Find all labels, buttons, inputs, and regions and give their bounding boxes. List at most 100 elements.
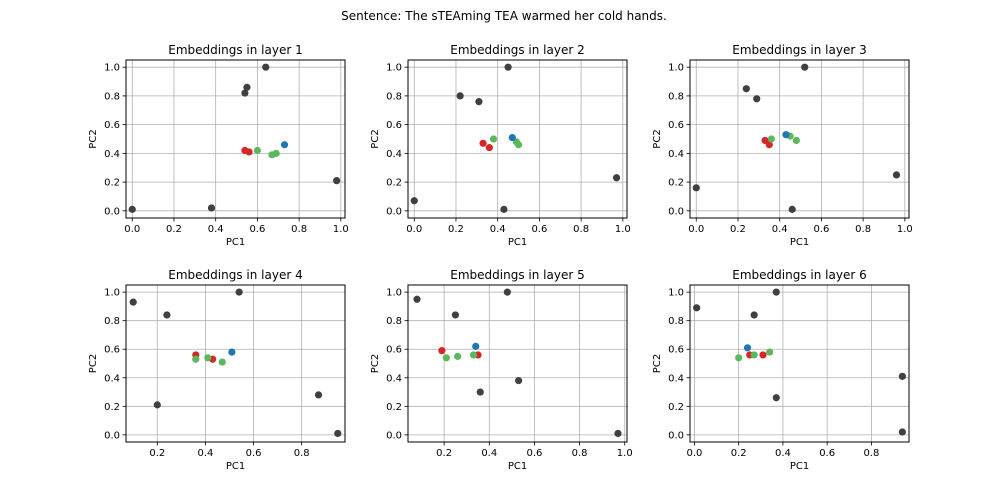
y-tick-label: 0.2 (386, 178, 402, 189)
x-tick-label: 0.6 (526, 448, 542, 459)
data-point-blue (280, 141, 289, 149)
data-point-gray (456, 92, 464, 100)
y-tick-label: 0.6 (104, 120, 120, 131)
y-tick-label: 0.6 (668, 120, 684, 131)
y-tick-label: 0.2 (386, 402, 402, 413)
x-tick-label: 0.2 (436, 448, 452, 459)
data-point-red (438, 347, 446, 355)
y-tick-label: 0.4 (104, 373, 120, 384)
y-tick-label: 0.4 (668, 149, 684, 160)
data-point-green (766, 348, 774, 356)
data-point-blue (782, 131, 790, 139)
y-tick-label: 0.0 (104, 430, 120, 441)
x-tick-label: 0.6 (249, 224, 265, 235)
x-tick-label: 0.2 (731, 448, 747, 459)
data-point-gray (451, 311, 460, 319)
data-point-red (479, 139, 487, 147)
data-point-gray (410, 197, 418, 205)
y-axis-label: PC2 (370, 354, 381, 373)
y-tick-label: 0.0 (386, 206, 402, 217)
data-point-green (218, 358, 226, 366)
subplot-grid: 0.0 0.2 0.4 0.6 0.8 1.0 0.0 0.2 0.4 0.6 0.8 1.0 Embe… (88, 43, 913, 472)
subplot-title: Embeddings in layer 2 (450, 43, 584, 57)
y-tick-label: 1.0 (386, 63, 402, 74)
data-point-gray (750, 311, 758, 319)
data-point-gray (892, 171, 901, 179)
y-tick-label: 0.2 (668, 402, 684, 413)
data-point-red (765, 141, 773, 149)
y-axis-label: PC2 (652, 129, 663, 148)
y-tick-label: 0.0 (104, 206, 120, 217)
subplot-layer-2: 0.0 0.2 0.4 0.6 0.8 1.0 0.0 0.2 0.4 0.6 0.8 1.0 Embe… (370, 43, 631, 248)
x-tick-label: 1.0 (897, 224, 913, 235)
x-tick-label: 1.0 (615, 224, 631, 235)
data-point-blue (743, 344, 752, 352)
x-tick-label: 0.2 (448, 224, 464, 235)
y-tick-label: 1.0 (668, 63, 684, 74)
x-tick-label: 0.8 (573, 224, 589, 235)
data-point-gray (788, 205, 796, 213)
subplot-title: Embeddings in layer 1 (168, 43, 302, 57)
data-point-gray (207, 204, 216, 212)
y-tick-label: 0.8 (668, 316, 684, 327)
y-tick-label: 0.6 (386, 345, 402, 356)
x-tick-label: 0.8 (855, 224, 871, 235)
y-axis-label: PC2 (370, 129, 381, 148)
data-point-gray (163, 311, 171, 319)
y-tick-label: 0.4 (668, 373, 684, 384)
data-point-blue (508, 133, 516, 142)
y-tick-label: 0.2 (104, 402, 120, 413)
x-axis-label: PC1 (790, 461, 809, 472)
x-axis-label: PC1 (790, 237, 809, 248)
data-point-green (735, 354, 743, 362)
y-tick-label: 0.6 (386, 120, 402, 131)
data-point-gray (504, 63, 512, 71)
x-tick-label: 0.2 (166, 224, 182, 235)
data-point-green (489, 135, 498, 143)
data-point-green (442, 354, 450, 362)
data-point-green (469, 351, 478, 359)
data-point-green (454, 352, 462, 360)
x-axis-label: PC1 (508, 237, 527, 248)
x-tick-label: 0.6 (531, 224, 547, 235)
subplot-title: Embeddings in layer 5 (450, 268, 584, 282)
x-tick-label: 1.0 (333, 224, 349, 235)
y-tick-label: 0.8 (386, 91, 402, 102)
y-tick-label: 0.6 (668, 345, 684, 356)
data-point-gray (314, 391, 323, 399)
x-axis-label: PC1 (226, 461, 245, 472)
axes-frame (689, 284, 910, 443)
data-point-green (750, 351, 758, 359)
x-tick-label: 1.0 (617, 448, 633, 459)
data-point-red (245, 148, 253, 156)
x-tick-label: 0.0 (686, 448, 702, 459)
y-axis-label: PC2 (652, 354, 663, 373)
x-tick-label: 0.0 (406, 224, 422, 235)
x-tick-label: 0.4 (208, 224, 224, 235)
subplot-layer-1: 0.0 0.2 0.4 0.6 0.8 1.0 0.0 0.2 0.4 0.6 0.8 1.0 Embe… (88, 43, 349, 248)
subplot-layer-4: 0.2 0.4 0.6 0.8 0.0 0.2 0.4 0.6 0.8 1.0 Embeddings… (88, 268, 346, 472)
data-point-green (272, 149, 280, 157)
x-tick-label: 0.8 (294, 448, 310, 459)
subplot-layer-3: 0.0 0.2 0.4 0.6 0.8 1.0 0.0 0.2 0.4 0.6 0.8 1.0 Embe… (652, 43, 913, 248)
x-tick-label: 0.6 (246, 448, 262, 459)
data-point-blue (472, 342, 480, 350)
data-point-gray (898, 428, 906, 436)
y-tick-label: 0.2 (104, 178, 120, 189)
data-point-gray (692, 184, 700, 192)
x-tick-label: 0.6 (819, 448, 835, 459)
data-point-gray (898, 372, 906, 380)
x-tick-label: 0.4 (490, 224, 506, 235)
y-tick-label: 0.2 (668, 178, 684, 189)
y-tick-label: 0.6 (104, 345, 120, 356)
y-tick-label: 0.8 (668, 91, 684, 102)
data-point-gray (612, 174, 621, 182)
data-point-gray (693, 304, 701, 312)
axes-frame (689, 59, 910, 219)
x-tick-label: 0.4 (481, 448, 497, 459)
y-tick-label: 1.0 (104, 63, 120, 74)
data-point-gray (515, 377, 523, 385)
data-point-green (767, 135, 775, 143)
data-point-green (204, 354, 212, 362)
